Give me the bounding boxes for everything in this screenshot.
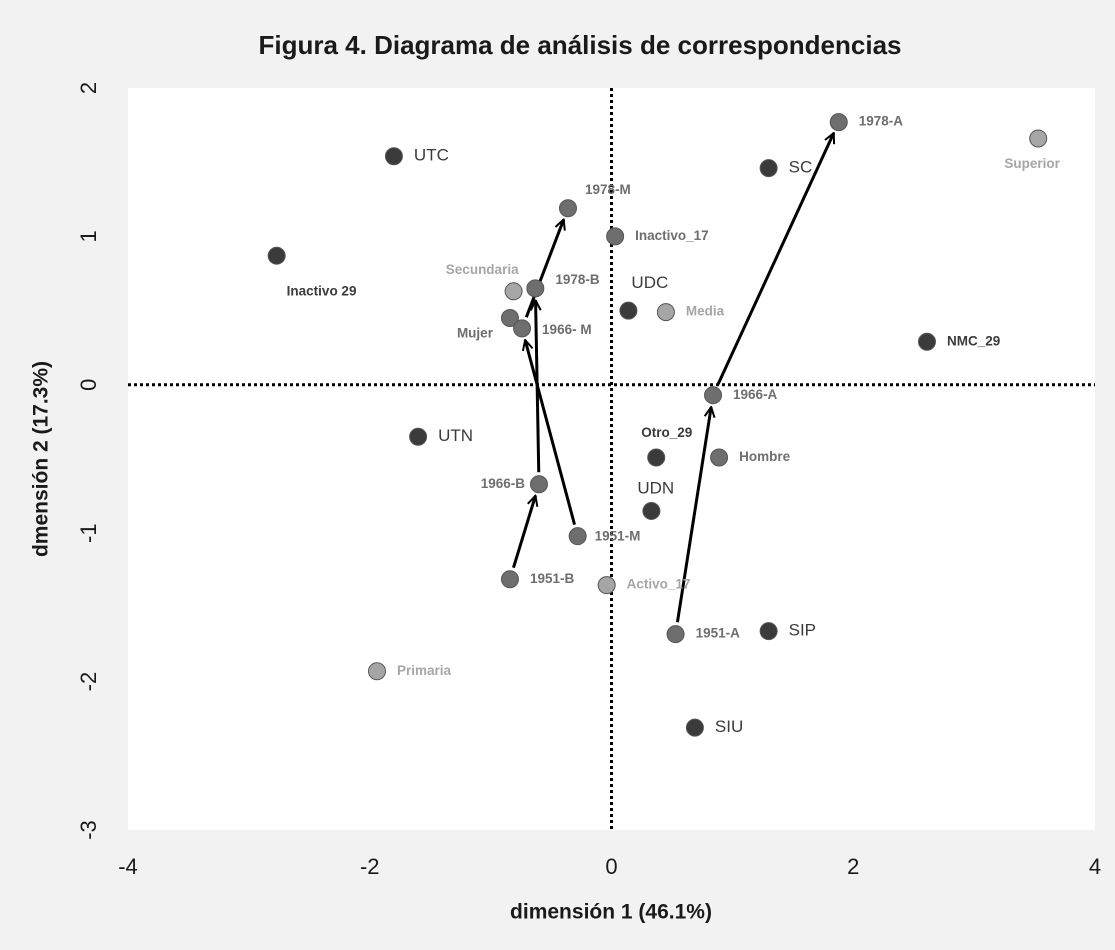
trajectory-arrow xyxy=(716,133,836,385)
point xyxy=(526,279,545,298)
point xyxy=(513,319,532,338)
point-label: 1966- M xyxy=(542,322,592,337)
point-label: Secundaria xyxy=(446,262,519,277)
point-label: Inactivo_17 xyxy=(635,228,709,243)
point-label: UTC xyxy=(414,146,449,165)
point-label: 1978-A xyxy=(859,114,904,129)
point-label: 1966-A xyxy=(733,387,778,402)
y-tick-label: -3 xyxy=(76,820,101,840)
point-label: 1951-A xyxy=(696,626,741,641)
point-label: Otro_29 xyxy=(641,425,692,440)
point-label: Media xyxy=(686,304,725,319)
y-tick-label: 2 xyxy=(76,82,101,94)
point-label: Hombre xyxy=(739,449,790,464)
point xyxy=(710,448,729,467)
x-tick-label: 0 xyxy=(605,854,617,879)
y-tick-label: 0 xyxy=(76,379,101,391)
point xyxy=(558,199,577,218)
point-label: Mujer xyxy=(457,326,494,341)
point xyxy=(500,570,519,589)
point xyxy=(267,246,286,265)
point xyxy=(619,301,638,320)
x-tick-label: -4 xyxy=(118,854,138,879)
point-label: SIU xyxy=(715,717,743,736)
point-label: Activo_17 xyxy=(627,577,691,592)
trajectory-arrow xyxy=(512,496,535,569)
point xyxy=(409,427,428,446)
point-label: NMC_29 xyxy=(947,333,1000,348)
point-label: 1951-M xyxy=(595,529,641,544)
point xyxy=(666,625,685,644)
point xyxy=(1029,129,1048,148)
x-tick-label: 2 xyxy=(847,854,859,879)
point-label: Inactivo 29 xyxy=(287,283,357,298)
point xyxy=(829,113,848,132)
chart-title: Figura 4. Diagrama de análisis de corres… xyxy=(258,30,901,60)
point-label: 1978-M xyxy=(585,182,631,197)
y-tick-label: -2 xyxy=(76,672,101,692)
trajectory-arrow xyxy=(525,340,577,525)
point xyxy=(759,159,778,178)
point xyxy=(384,147,403,166)
point xyxy=(368,662,387,681)
trajectory-arrow xyxy=(675,407,711,623)
point xyxy=(606,227,625,246)
y-tick-label: -1 xyxy=(76,523,101,543)
point-label: UDC xyxy=(631,273,668,292)
point xyxy=(568,527,587,546)
point xyxy=(704,386,723,405)
point-label: 1978-B xyxy=(555,272,600,287)
point xyxy=(647,448,666,467)
point xyxy=(500,309,519,328)
point-label: UDN xyxy=(637,478,674,497)
y-axis-label: dmensión 2 (17.3%) xyxy=(30,361,53,557)
point-label: UTN xyxy=(438,426,473,445)
point xyxy=(917,332,936,351)
point xyxy=(656,303,675,322)
point-label: 1966-B xyxy=(481,476,526,491)
point-label: SIP xyxy=(789,621,816,640)
x-tick-label: 4 xyxy=(1089,854,1101,879)
y-tick-label: 1 xyxy=(76,230,101,242)
point-label: Superior xyxy=(1004,156,1060,171)
point-label: 1951-B xyxy=(530,571,575,586)
point xyxy=(504,282,523,301)
point-label: Primaria xyxy=(397,663,452,678)
point xyxy=(759,622,778,641)
point xyxy=(529,475,548,494)
point xyxy=(642,501,661,520)
x-axis-label: dimensión 1 (46.1%) xyxy=(510,901,712,924)
x-tick-label: -2 xyxy=(360,854,380,879)
point-label: SC xyxy=(789,158,813,177)
point xyxy=(597,576,616,595)
point xyxy=(685,718,704,737)
trajectory-arrow xyxy=(524,219,563,318)
